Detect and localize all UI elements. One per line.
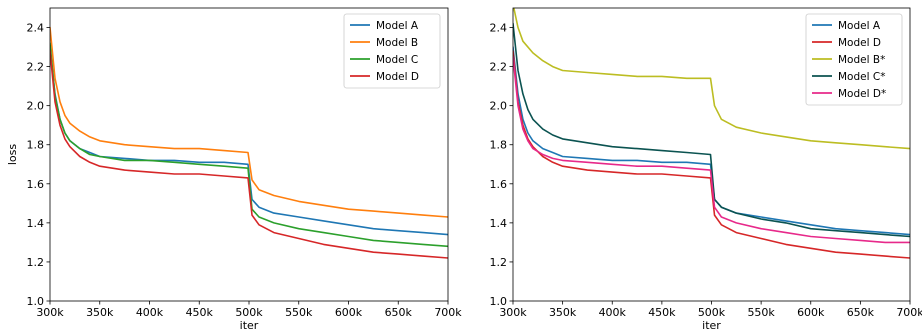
- y-tick-label: 2.0: [27, 100, 45, 113]
- y-tick-label: 1.2: [27, 256, 45, 269]
- x-tick-label: 300k: [499, 306, 527, 319]
- y-tick-label: 1.4: [490, 217, 508, 230]
- series-line-model-c-: [513, 22, 910, 238]
- y-axis-label: loss: [6, 144, 19, 166]
- x-tick-label: 600k: [797, 306, 825, 319]
- x-tick-label: 450k: [648, 306, 676, 319]
- y-tick-label: 1.6: [27, 178, 45, 191]
- y-tick-label: 2.0: [490, 100, 508, 113]
- x-tick-label: 600k: [335, 306, 363, 319]
- x-axis-label: iter: [702, 319, 721, 332]
- y-tick-label: 2.4: [490, 22, 508, 35]
- legend-label: Model B*: [838, 54, 885, 66]
- y-tick-label: 1.0: [27, 295, 45, 308]
- y-tick-label: 1.0: [490, 295, 508, 308]
- legend-label: Model C*: [838, 71, 885, 83]
- plot-lines: [50, 26, 448, 259]
- y-tick-label: 1.8: [490, 139, 508, 152]
- x-tick-label: 550k: [747, 306, 775, 319]
- y-tick-label: 1.8: [27, 139, 45, 152]
- y-tick-label: 2.2: [27, 61, 45, 74]
- x-tick-label: 500k: [235, 306, 263, 319]
- series-line-model-d-: [513, 55, 910, 244]
- x-tick-label: 350k: [86, 306, 114, 319]
- chart-panel-1: 300k 350k 400k 450k 500k 550k 600k 650k 700k 1.0 1…: [6, 7, 462, 332]
- x-tick-label: 300k: [36, 306, 64, 319]
- series-line-model-b-: [513, 8, 910, 150]
- chart-panel-2: 300k 350k 400k 450k 500k 550k 600k 650k 700k 1.0 1…: [490, 7, 922, 332]
- x-tick-label: 700k: [896, 306, 922, 319]
- legend-label: Model D*: [838, 88, 886, 100]
- legend-box: [805, 13, 903, 106]
- x-tick-label: 700k: [434, 306, 462, 319]
- x-tick-label: 650k: [385, 306, 413, 319]
- y-tick-label: 1.4: [27, 217, 45, 230]
- series-line-model-c: [50, 42, 448, 248]
- series-line-model-b: [50, 26, 448, 218]
- legend-label: Model D: [838, 37, 881, 49]
- series-line-model-a: [513, 46, 910, 236]
- plot-lines: [513, 8, 910, 259]
- legend: Model A Model D Model B* Model C* Model D*: [805, 13, 903, 106]
- legend-label: Model D: [376, 71, 419, 83]
- y-tick-label: 1.6: [490, 178, 508, 191]
- x-tick-label: 400k: [136, 306, 164, 319]
- legend-box: [343, 13, 441, 89]
- x-tick-label: 350k: [549, 306, 577, 319]
- y-tick-label: 2.2: [490, 61, 508, 74]
- legend-label: Model A: [376, 20, 419, 32]
- x-axis-label: iter: [240, 319, 259, 332]
- legend: Model A Model B Model C Model D: [343, 13, 441, 89]
- legend-label: Model B: [376, 37, 418, 49]
- y-tick-label: 2.4: [27, 22, 45, 35]
- series-line-model-d: [50, 50, 448, 259]
- y-tick-label: 1.2: [490, 256, 508, 269]
- x-tick-label: 650k: [847, 306, 875, 319]
- legend-label: Model A: [838, 20, 881, 32]
- x-tick-label: 550k: [285, 306, 313, 319]
- series-line-model-d: [513, 50, 910, 259]
- legend-label: Model C: [376, 54, 418, 66]
- x-tick-label: 450k: [186, 306, 214, 319]
- x-tick-label: 400k: [599, 306, 627, 319]
- x-tick-label: 500k: [698, 306, 726, 319]
